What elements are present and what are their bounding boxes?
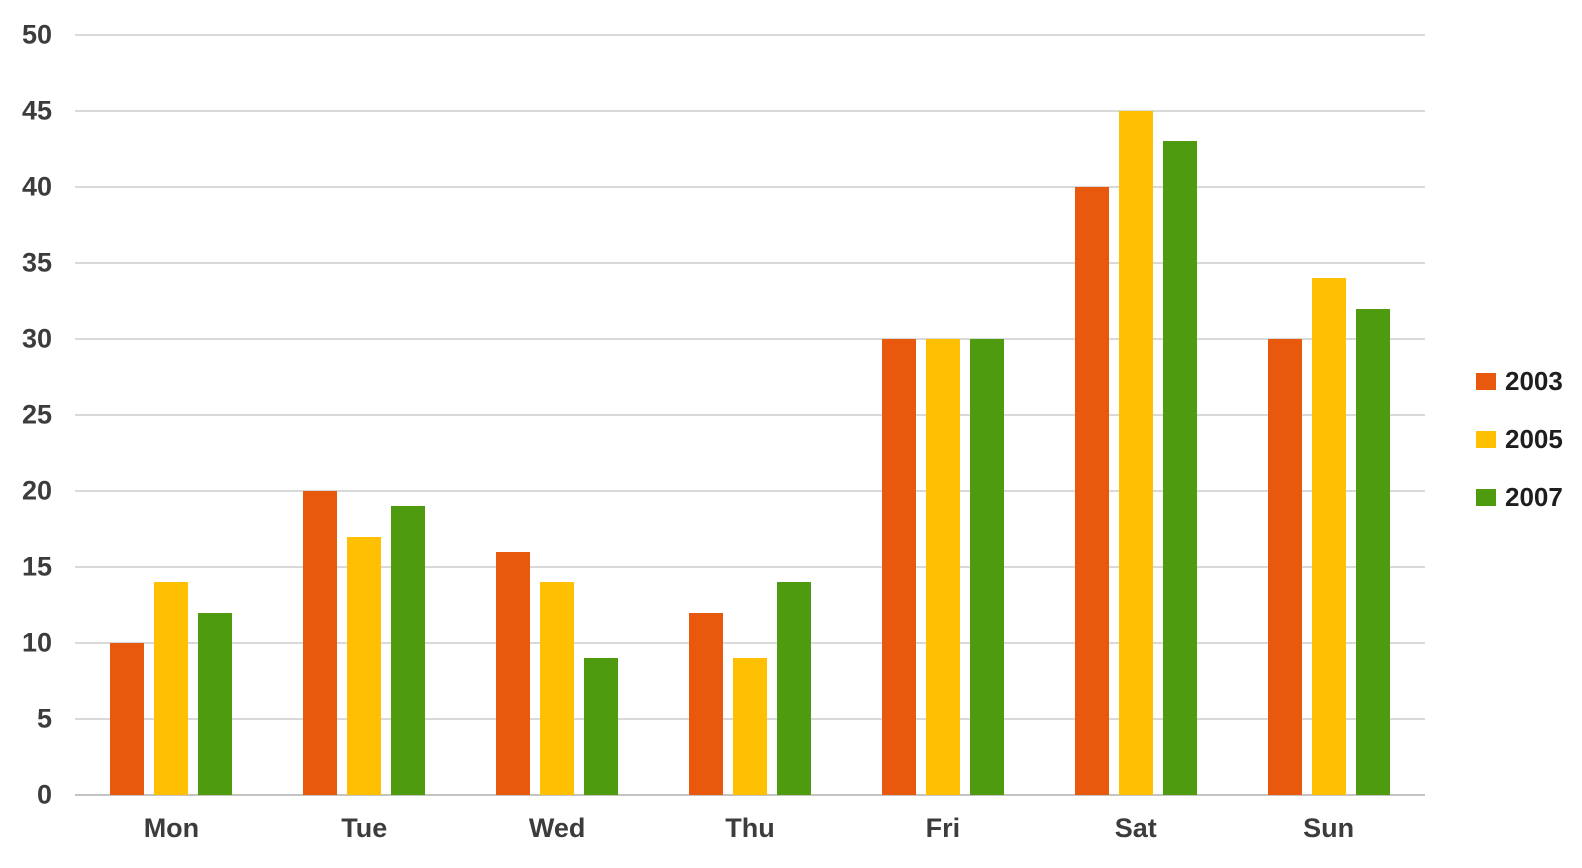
x-tick-label-thu: Thu <box>725 813 775 843</box>
bar-group-fri <box>846 35 1039 795</box>
gridline-10 <box>75 642 1425 644</box>
y-tick-label-45: 45 <box>21 95 52 126</box>
bar-2005-mon <box>154 582 189 795</box>
bar-2003-fri <box>881 339 916 795</box>
bar-2007-fri <box>969 339 1004 795</box>
bar-2003-tue <box>303 491 338 795</box>
legend-label-2003: 2003 <box>1505 365 1563 396</box>
bar-2007-mon <box>198 612 233 795</box>
legend-entry-2005: 2005 <box>1476 422 1563 456</box>
legend: 2003 2005 2007 <box>1476 364 1563 514</box>
y-axis: 0 5 10 15 20 25 30 35 40 45 50 <box>0 0 55 868</box>
plot-area <box>75 34 1425 796</box>
gridline-25 <box>75 414 1425 416</box>
legend-label-2007: 2007 <box>1505 481 1563 512</box>
bar-2005-fri <box>925 339 960 795</box>
bar-group-wed <box>461 35 654 795</box>
bar-group-sun <box>1232 35 1425 795</box>
bar-2007-sat <box>1162 141 1197 795</box>
legend-swatch-2003 <box>1476 372 1496 390</box>
bar-group-thu <box>654 35 847 795</box>
y-tick-label-15: 15 <box>21 551 52 582</box>
gridline-15 <box>75 566 1425 568</box>
x-tick-label-mon: Mon <box>143 813 200 843</box>
bar-2005-thu <box>733 658 767 795</box>
legend-swatch-2005 <box>1476 430 1496 448</box>
bar-group-sat <box>1039 35 1232 795</box>
x-tick-label-wed: Wed <box>528 813 586 843</box>
bar-2007-sun <box>1355 308 1390 795</box>
y-tick-label-10: 10 <box>21 627 52 658</box>
legend-label-2005: 2005 <box>1505 423 1563 454</box>
bar-group-mon <box>75 35 268 795</box>
bar-2003-mon <box>110 643 145 795</box>
y-tick-label-35: 35 <box>21 247 52 278</box>
bar-2005-wed <box>540 582 575 795</box>
bar-2003-wed <box>496 551 531 795</box>
bar-2005-sun <box>1311 278 1346 795</box>
legend-entry-2003: 2003 <box>1476 364 1563 398</box>
gridline-20 <box>75 490 1425 492</box>
gridline-45 <box>75 110 1425 112</box>
bar-2005-tue <box>347 536 382 795</box>
bar-2003-sat <box>1074 187 1109 795</box>
bar-2007-thu <box>777 582 811 795</box>
y-tick-label-0: 0 <box>36 779 52 810</box>
x-axis-line <box>75 794 1425 796</box>
bar-2007-wed <box>584 658 619 795</box>
bar-2007-tue <box>391 506 426 795</box>
bar-2003-thu <box>689 612 723 795</box>
bar-group-tue <box>268 35 461 795</box>
y-tick-label-25: 25 <box>21 399 52 430</box>
x-tick-label-fri: Fri <box>925 813 961 843</box>
y-tick-label-30: 30 <box>21 323 52 354</box>
x-tick-label-tue: Tue <box>341 813 388 843</box>
x-tick-label-sat: Sat <box>1114 813 1157 843</box>
y-tick-label-5: 5 <box>36 703 52 734</box>
gridline-50 <box>75 34 1425 36</box>
gridline-30 <box>75 338 1425 340</box>
y-tick-label-40: 40 <box>21 171 52 202</box>
gridline-40 <box>75 186 1425 188</box>
gridline-35 <box>75 262 1425 264</box>
bar-2003-sun <box>1267 339 1302 795</box>
legend-swatch-2007 <box>1476 488 1496 506</box>
x-tick-label-sun: Sun <box>1303 813 1355 843</box>
bar-2005-sat <box>1118 111 1153 795</box>
y-tick-label-50: 50 <box>21 19 52 50</box>
legend-entry-2007: 2007 <box>1476 480 1563 514</box>
x-axis: Mon Tue Wed Thu Fri Sat Sun <box>75 808 1425 848</box>
bar-groups <box>75 35 1425 795</box>
y-tick-label-20: 20 <box>21 475 52 506</box>
